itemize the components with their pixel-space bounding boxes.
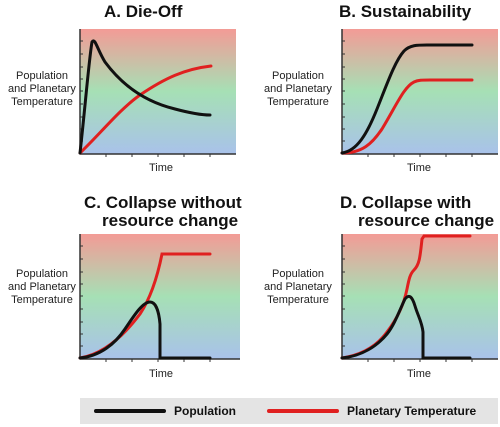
population-curve (78, 300, 212, 360)
panel-b-plot (340, 29, 498, 157)
ylabel-line-1: Population (16, 268, 68, 280)
panel-b-title: B. Sustainability (339, 3, 471, 21)
legend-item-population: Population (94, 398, 236, 424)
legend: Population Planetary Temperature (80, 398, 498, 424)
population-swatch (94, 409, 166, 413)
panel-c-xlabel: Time (149, 368, 174, 380)
panel-d-title-line-1: D. Collapse with (340, 193, 472, 212)
panel-b-title-line-1: B. Sustainability (339, 2, 472, 21)
panel-c-title-line-2: resource change (102, 211, 239, 230)
panel-d-plot (340, 234, 498, 362)
ylabel-line-2: and Planetary (8, 281, 76, 293)
ylabel-line-3: Temperature (267, 96, 329, 108)
panel-a-xlabel: Time (149, 162, 174, 174)
plot-background (80, 29, 236, 154)
panel-d-ylabel: Population and Planetary Temperature (253, 268, 343, 307)
panel-b-xlabel: Time (407, 162, 432, 174)
ylabel-line-3: Temperature (267, 294, 329, 306)
ylabel-line-2: and Planetary (8, 83, 76, 95)
population-curve (340, 294, 472, 360)
population-curve (78, 39, 212, 155)
temperature-swatch (267, 409, 339, 413)
panel-c-plot (78, 234, 240, 362)
panel-d-title-line-2: resource change (358, 211, 495, 230)
ylabel-line-2: and Planetary (264, 281, 332, 293)
legend-label-temperature: Planetary Temperature (347, 404, 477, 418)
ylabel-line-2: and Planetary (264, 83, 332, 95)
panel-a-title-line-1: A. Die-Off (104, 2, 183, 21)
ylabel-line-1: Population (16, 70, 68, 82)
panel-d-xlabel: Time (407, 368, 432, 380)
panel-a-title: A. Die-Off (104, 3, 182, 21)
ylabel-line-1: Population (272, 70, 324, 82)
ylabel-line-3: Temperature (11, 96, 73, 108)
legend-label-population: Population (174, 404, 236, 418)
panel-a-ylabel: Population and Planetary Temperature (0, 70, 87, 109)
panel-c-title: C. Collapse without resource change (84, 194, 242, 230)
plot-background (342, 29, 498, 154)
ylabel-line-1: Population (272, 268, 324, 280)
panel-c-ylabel: Population and Planetary Temperature (0, 268, 87, 307)
temperature-curve (340, 78, 474, 155)
ylabel-line-3: Temperature (11, 294, 73, 306)
panel-d-title: D. Collapse with resource change (340, 194, 494, 230)
population-curve (340, 43, 474, 155)
panel-c-title-line-1: C. Collapse without (84, 193, 242, 212)
panel-b-ylabel: Population and Planetary Temperature (253, 70, 343, 109)
legend-item-temperature: Planetary Temperature (267, 398, 476, 424)
panel-a-plot (78, 29, 236, 157)
